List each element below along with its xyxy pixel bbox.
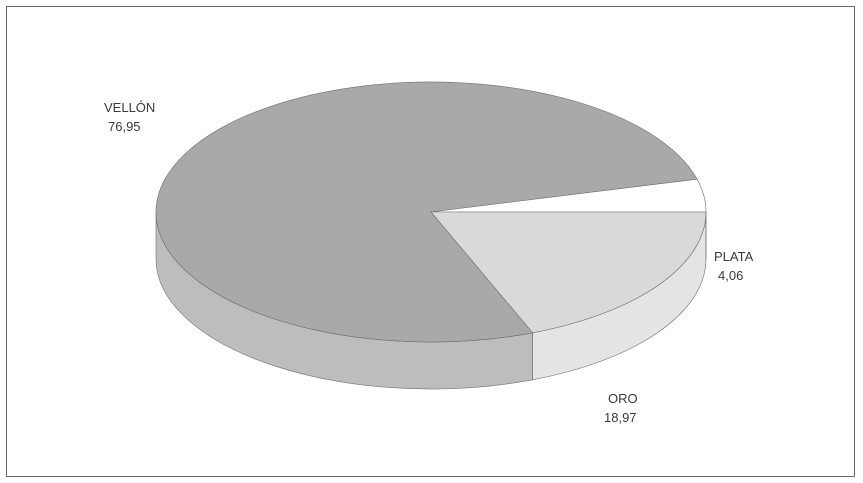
label-oro-name: ORO <box>608 391 638 406</box>
label-plata-value: 4,06 <box>718 268 743 283</box>
pie-slice-oro <box>430 211 707 334</box>
label-plata-name: PLATA <box>714 249 754 264</box>
label-vellon-name: VELLÓN <box>104 100 155 115</box>
pie-slice-vellon <box>155 81 698 343</box>
label-vellon-value: 76,95 <box>108 119 141 134</box>
label-oro-value: 18,97 <box>604 410 637 425</box>
